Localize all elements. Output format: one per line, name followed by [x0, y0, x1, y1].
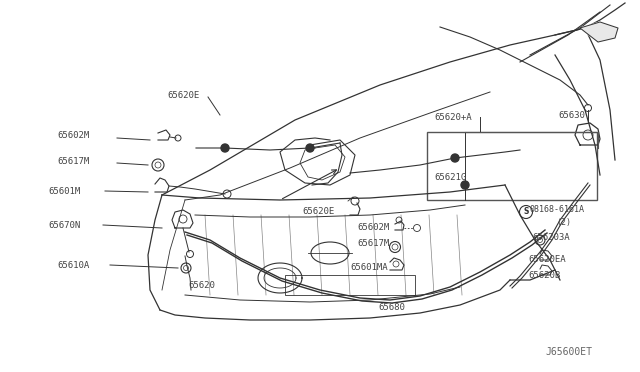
Text: 65630: 65630 [558, 110, 585, 119]
Text: (2): (2) [556, 218, 571, 227]
Bar [427, 132, 597, 200]
Text: 65620E: 65620E [167, 90, 199, 99]
Text: 65610A: 65610A [57, 260, 89, 269]
Text: J65600ET: J65600ET [545, 347, 592, 357]
Text: 65617M: 65617M [357, 240, 389, 248]
Text: 65620: 65620 [188, 280, 215, 289]
Text: 65620B: 65620B [528, 270, 560, 279]
Text: 65620EA: 65620EA [528, 256, 566, 264]
Polygon shape [580, 22, 618, 42]
Text: 65620E: 65620E [302, 208, 334, 217]
Text: 65602M: 65602M [357, 224, 389, 232]
Circle shape [461, 181, 469, 189]
Text: S: S [524, 208, 529, 217]
Text: 65617M: 65617M [57, 157, 89, 167]
Text: 65602M: 65602M [57, 131, 89, 141]
Text: 656203A: 656203A [532, 234, 570, 243]
Circle shape [451, 154, 459, 162]
Text: 65601M: 65601M [48, 186, 80, 196]
Text: 65670N: 65670N [48, 221, 80, 230]
Text: 65620+A: 65620+A [434, 113, 472, 122]
Text: 65680: 65680 [378, 304, 405, 312]
Circle shape [306, 144, 314, 152]
Circle shape [221, 144, 229, 152]
Text: 65601MA: 65601MA [350, 263, 388, 273]
Text: 65621G: 65621G [434, 173, 467, 183]
Bar [285, 275, 415, 295]
Text: 08168-6161A: 08168-6161A [530, 205, 585, 215]
